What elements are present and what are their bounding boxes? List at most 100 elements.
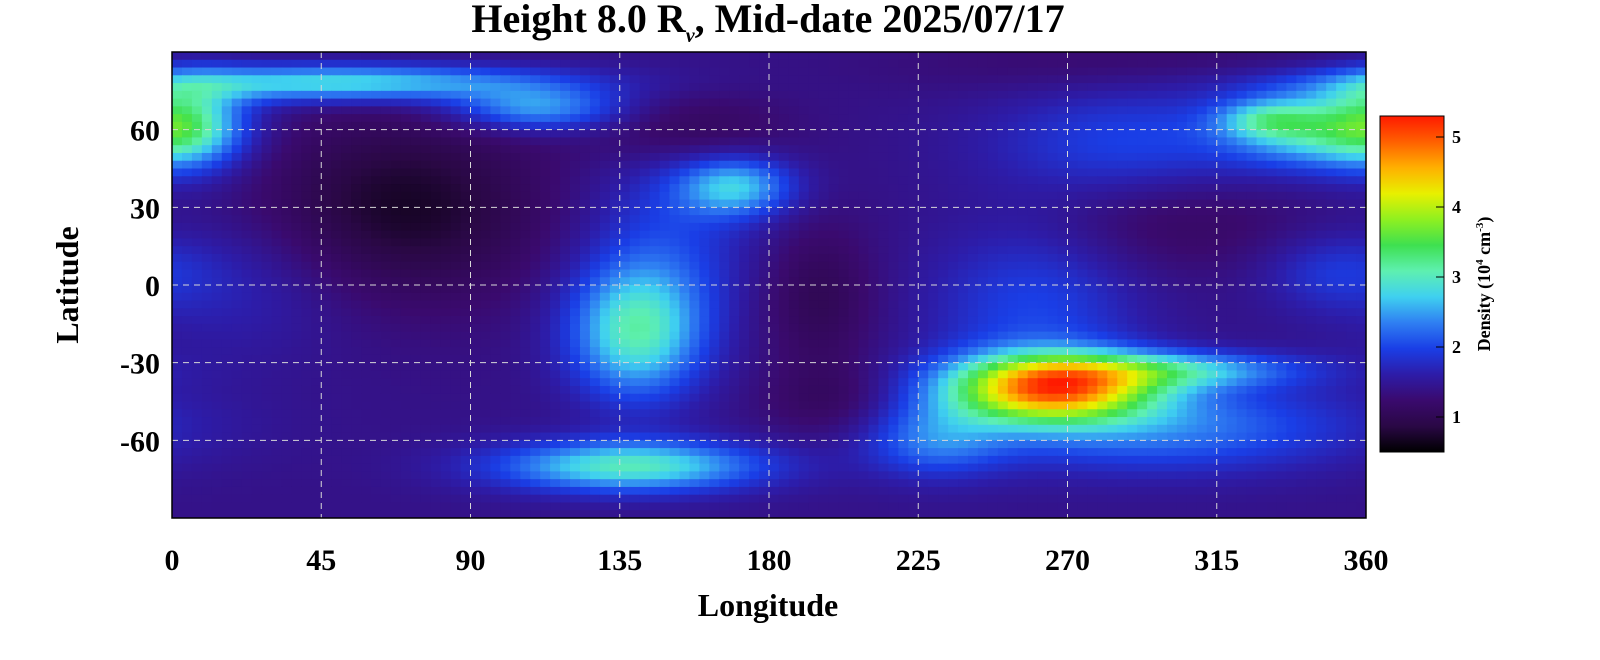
- heatmap-cell: [1296, 184, 1307, 193]
- heatmap-cell: [311, 253, 322, 263]
- heatmap-cell: [480, 199, 491, 208]
- heatmap-cell: [291, 121, 302, 131]
- heatmap-cell: [1057, 75, 1069, 84]
- heatmap-cell: [1196, 215, 1208, 224]
- heatmap-cell: [1346, 90, 1357, 100]
- heatmap-cell: [470, 316, 482, 325]
- heatmap-cell: [1017, 114, 1029, 123]
- heatmap-cell: [1276, 191, 1287, 201]
- heatmap-cell: [1286, 277, 1297, 286]
- heatmap-cell: [261, 168, 273, 177]
- heatmap-cell: [560, 121, 571, 131]
- heatmap-cell: [828, 152, 840, 162]
- heatmap-cell: [390, 277, 402, 286]
- heatmap-cell: [589, 52, 601, 61]
- heatmap-cell: [351, 184, 362, 193]
- heatmap-cell: [788, 176, 800, 185]
- heatmap-cell: [769, 137, 780, 146]
- heatmap-cell: [898, 253, 909, 263]
- heatmap-cell: [460, 354, 472, 364]
- heatmap-cell: [828, 246, 840, 255]
- heatmap-cell: [918, 246, 929, 255]
- heatmap-cell: [818, 362, 830, 372]
- heatmap-cell: [788, 339, 800, 348]
- heatmap-cell: [550, 145, 561, 154]
- heatmap-cell: [868, 137, 880, 146]
- heatmap-cell: [1286, 121, 1297, 131]
- heatmap-cell: [480, 331, 491, 340]
- heatmap-cell: [1266, 106, 1278, 115]
- heatmap-cell: [311, 354, 322, 364]
- heatmap-cell: [400, 75, 412, 84]
- heatmap-cell: [1356, 215, 1366, 224]
- heatmap-cell: [261, 316, 273, 325]
- heatmap-cell: [221, 316, 233, 325]
- heatmap-cell: [1147, 52, 1158, 61]
- heatmap-cell: [1226, 362, 1238, 372]
- heatmap-cell: [759, 339, 770, 348]
- heatmap-cell: [778, 292, 790, 302]
- heatmap-cell: [1306, 145, 1317, 154]
- heatmap-cell: [1167, 269, 1178, 278]
- heatmap-cell: [450, 269, 462, 278]
- heatmap-cell: [798, 253, 810, 263]
- heatmap-cell: [1276, 323, 1287, 333]
- heatmap-cell: [371, 246, 382, 255]
- heatmap-cell: [440, 152, 452, 162]
- heatmap-cell: [828, 176, 840, 185]
- heatmap-cell: [1007, 285, 1019, 294]
- heatmap-cell: [201, 269, 213, 278]
- heatmap-cell: [878, 347, 889, 356]
- heatmap-cell: [1296, 191, 1307, 201]
- heatmap-cell: [629, 354, 641, 364]
- heatmap-cell: [589, 90, 601, 100]
- heatmap-cell: [699, 90, 710, 100]
- heatmap-cell: [1266, 285, 1278, 294]
- heatmap-cell: [749, 114, 760, 123]
- heatmap-cell: [311, 176, 322, 185]
- heatmap-cell: [749, 339, 760, 348]
- heatmap-cell: [968, 176, 979, 185]
- heatmap-cell: [997, 362, 1009, 372]
- heatmap-cell: [251, 90, 263, 100]
- heatmap-cell: [291, 222, 302, 232]
- heatmap-cell: [1077, 238, 1088, 247]
- heatmap-cell: [1047, 98, 1059, 107]
- heatmap-cell: [1067, 300, 1079, 309]
- heatmap-cell: [868, 59, 880, 69]
- heatmap-cell: [172, 323, 183, 333]
- heatmap-cell: [490, 152, 501, 162]
- heatmap-cell: [1226, 347, 1238, 356]
- heatmap-cell: [1067, 246, 1079, 255]
- heatmap-cell: [410, 52, 422, 61]
- heatmap-cell: [759, 184, 770, 193]
- heatmap-cell: [1176, 339, 1188, 348]
- heatmap-cell: [938, 160, 949, 170]
- heatmap-cell: [500, 253, 511, 263]
- heatmap-cell: [948, 114, 959, 123]
- heatmap-cell: [818, 222, 830, 232]
- heatmap-cell: [261, 230, 273, 239]
- heatmap-cell: [769, 354, 780, 364]
- heatmap-cell: [440, 238, 452, 247]
- heatmap-cell: [191, 308, 203, 317]
- heatmap-cell: [808, 52, 820, 61]
- heatmap-cell: [938, 354, 949, 364]
- heatmap-cell: [898, 199, 909, 208]
- heatmap-cell: [1236, 129, 1248, 139]
- heatmap-cell: [898, 238, 909, 247]
- heatmap-cell: [778, 323, 790, 333]
- heatmap-cell: [351, 215, 362, 224]
- heatmap-cell: [570, 261, 581, 271]
- heatmap-cell: [520, 246, 531, 255]
- heatmap-cell: [371, 222, 382, 232]
- heatmap-cell: [1007, 90, 1019, 100]
- heatmap-cell: [858, 246, 870, 255]
- heatmap-cell: [1186, 145, 1198, 154]
- heatmap-cell: [599, 261, 611, 271]
- heatmap-cell: [231, 191, 243, 201]
- heatmap-cell: [380, 137, 392, 146]
- heatmap-cell: [1356, 176, 1366, 185]
- heatmap-cell: [818, 300, 830, 309]
- heatmap-cell: [181, 145, 193, 154]
